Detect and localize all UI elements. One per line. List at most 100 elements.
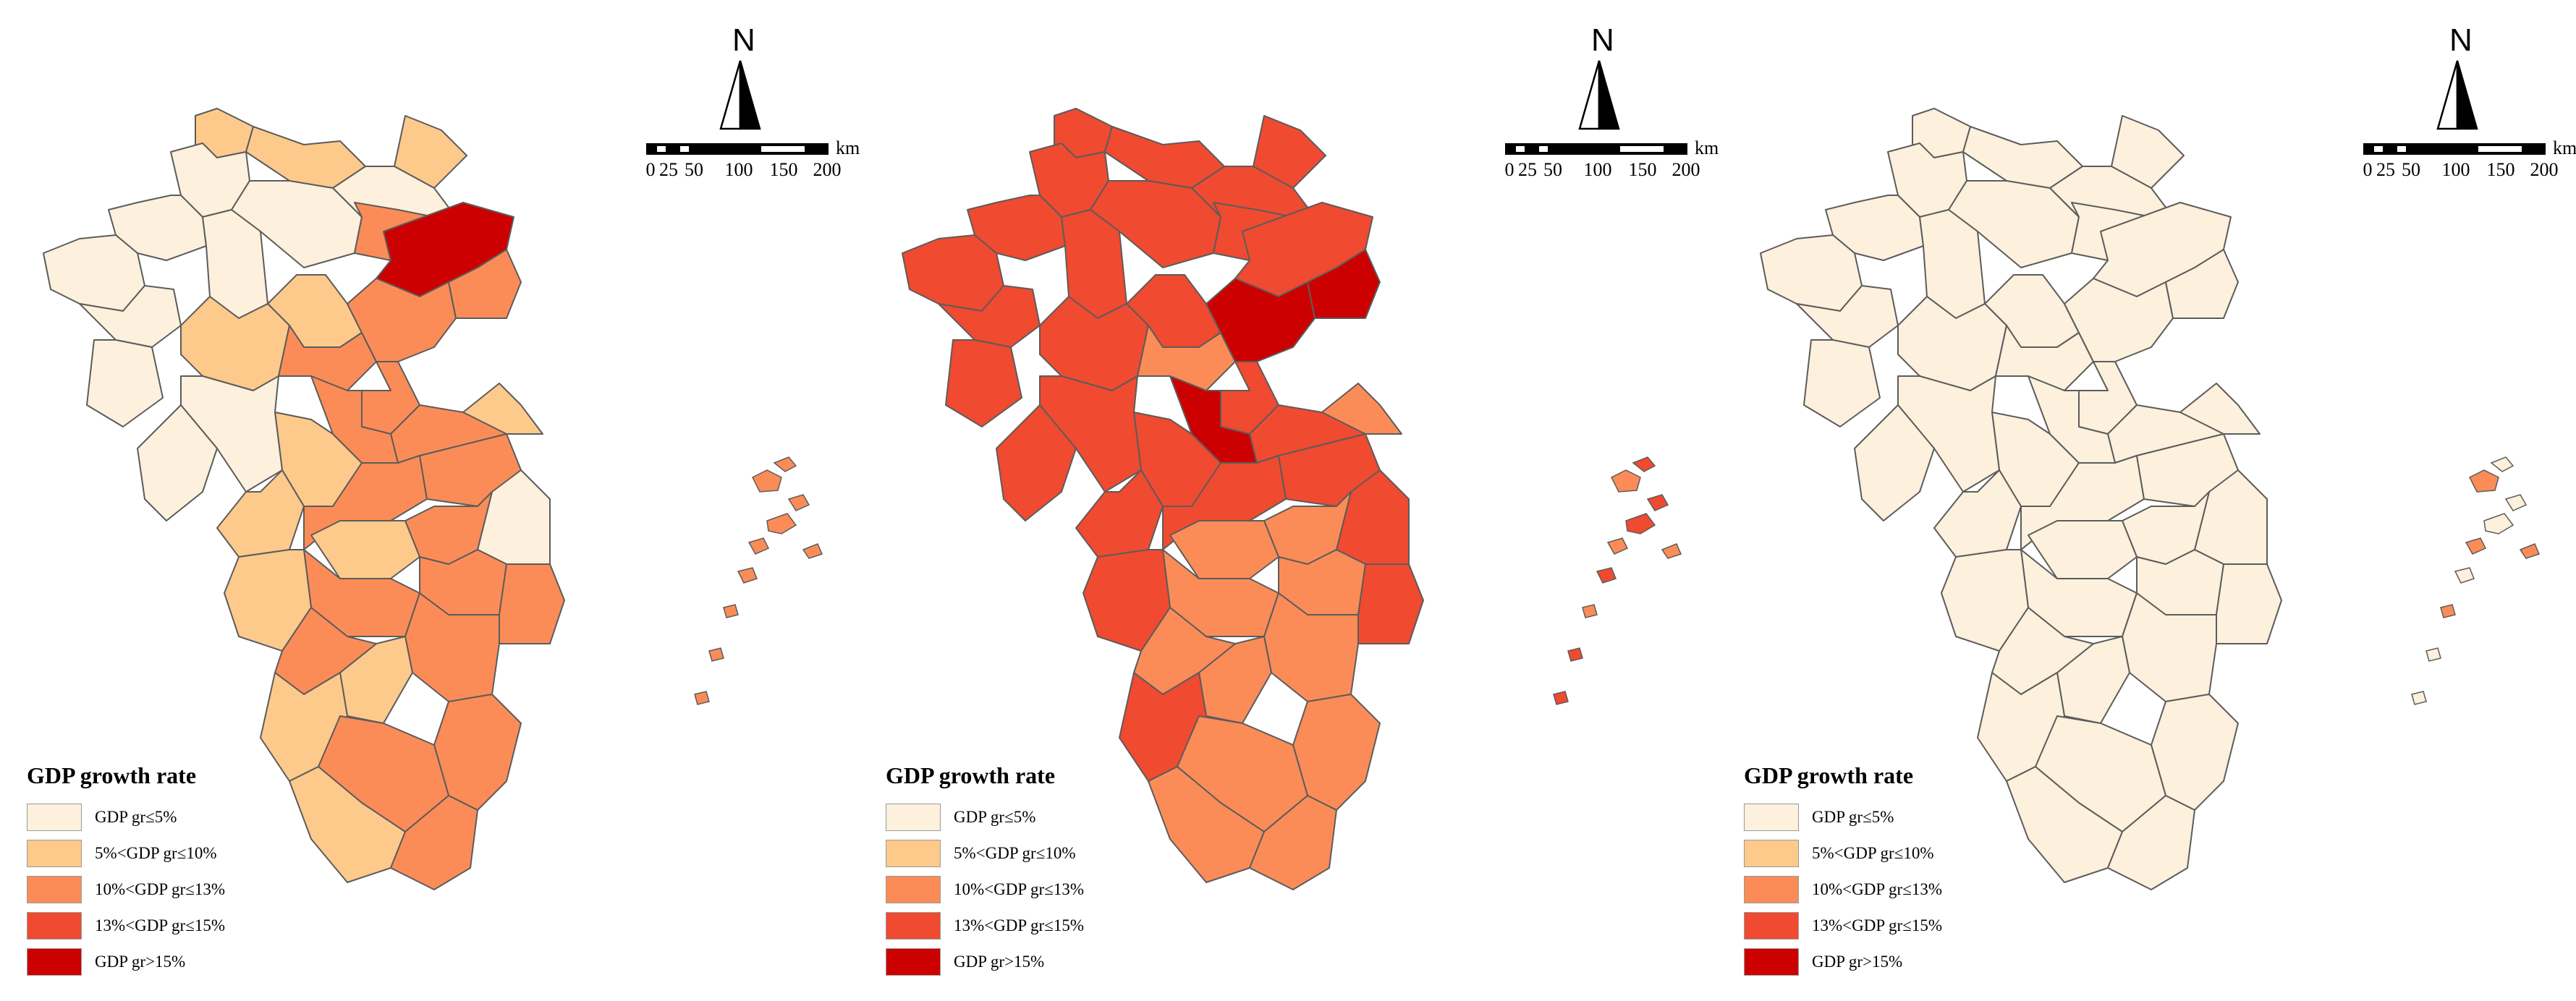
legend-item: 10%<GDP gr≤13%	[27, 875, 225, 904]
scale-unit: km	[1695, 137, 1719, 158]
map-island	[1632, 456, 1656, 472]
legend-swatch	[27, 912, 82, 940]
map-region	[390, 795, 478, 890]
map-region	[2006, 766, 2123, 883]
legend-item: 13%<GDP gr≤15%	[886, 911, 1084, 940]
legend-label: 13%<GDP gr≤15%	[95, 916, 225, 934]
legend-swatch	[1744, 840, 1799, 867]
legend-item: GDP gr≤5%	[886, 803, 1035, 832]
map-region	[1206, 278, 1315, 362]
map-region	[1803, 339, 1881, 427]
legend-label: GDP gr>15%	[954, 953, 1045, 971]
map-region	[1357, 563, 1424, 644]
legend-swatch	[27, 876, 82, 903]
map-region	[448, 249, 522, 319]
legend-title: GDP growth rate	[27, 762, 197, 788]
map-region	[1307, 249, 1381, 319]
map-island	[2440, 604, 2456, 618]
north-arrow-icon	[719, 60, 761, 130]
map-3-panel: N km 0 25 50 100 150 200 GDP growth rate…	[1717, 0, 2576, 1001]
legend-label: 10%<GDP gr≤13%	[1812, 880, 1942, 898]
legend-swatch	[27, 948, 82, 976]
scale-tick: 150	[1628, 159, 1657, 180]
map-island	[1582, 604, 1598, 618]
legend-swatch	[886, 840, 941, 867]
map-island	[751, 469, 782, 493]
legend-swatch	[886, 804, 941, 831]
map-island	[2519, 543, 2541, 559]
legend-label: 13%<GDP gr≤15%	[1812, 916, 1942, 934]
legend-item: 5%<GDP gr≤10%	[1744, 839, 1933, 868]
map-region	[2107, 795, 2195, 890]
scale-bar	[2363, 143, 2546, 155]
map-region	[289, 766, 406, 883]
scale-unit: km	[836, 137, 860, 158]
legend-label: GDP gr≤5%	[95, 808, 177, 826]
legend-label: 5%<GDP gr≤10%	[1812, 844, 1934, 862]
scale-tick: 150	[2486, 159, 2515, 180]
scale-tick: 200	[2530, 159, 2559, 180]
map-region	[347, 278, 457, 362]
map-region	[394, 115, 467, 189]
scale-tick: 25	[2376, 159, 2395, 180]
legend-swatch	[886, 948, 941, 976]
map-1-panel: N km 0 25 50 100 150 200 GDP growth rate…	[0, 0, 860, 1001]
map-region	[310, 375, 399, 464]
map-region	[2216, 563, 2282, 644]
map-island	[787, 494, 810, 511]
legend-label: 10%<GDP gr≤13%	[954, 880, 1084, 898]
map-region	[902, 234, 1004, 312]
map-1	[43, 108, 823, 890]
map-region	[1760, 234, 1863, 312]
map-region	[945, 339, 1022, 427]
map-region	[1321, 383, 1402, 435]
map-island	[2468, 469, 2499, 493]
legend-item: GDP gr>15%	[27, 947, 185, 976]
map-island	[773, 456, 797, 472]
scale-tick: 50	[685, 159, 703, 180]
map-region	[2028, 375, 2116, 464]
map-island	[708, 647, 724, 662]
map-region	[1253, 115, 1326, 189]
map-region	[1249, 795, 1337, 890]
map-island	[2504, 494, 2528, 511]
scale-tick: 25	[659, 159, 678, 180]
legend-swatch	[1744, 876, 1799, 903]
scale-unit: km	[2553, 137, 2576, 158]
legend-item: 13%<GDP gr≤15%	[1744, 911, 1942, 940]
legend-swatch	[1744, 948, 1799, 976]
legend-label: 5%<GDP gr≤10%	[95, 844, 217, 862]
map-island	[2465, 537, 2487, 555]
map-island	[2411, 691, 2427, 705]
legend-label: GDP gr>15%	[95, 953, 186, 971]
scale-tick: 150	[769, 159, 798, 180]
map-island	[1661, 543, 1682, 559]
scale-tick: 100	[1583, 159, 1612, 180]
legend-item: GDP gr>15%	[886, 947, 1044, 976]
map-region	[2111, 115, 2185, 189]
map-2-panel: N km 0 25 50 100 150 200 GDP growth rate…	[859, 0, 1719, 1001]
map-region	[462, 383, 543, 435]
scale-tick: 200	[1672, 159, 1700, 180]
north-label: N	[2449, 22, 2473, 58]
map-island	[1567, 647, 1583, 662]
map-region	[1148, 766, 1265, 883]
map-island	[723, 604, 739, 618]
map-island	[2454, 567, 2475, 584]
scale-tick: 0	[645, 159, 656, 180]
legend-item: 10%<GDP gr≤13%	[886, 875, 1084, 904]
scale-bar	[1505, 143, 1687, 155]
legend-label: 10%<GDP gr≤13%	[95, 880, 225, 898]
legend-label: GDP gr>15%	[1812, 953, 1903, 971]
map-region	[2064, 278, 2174, 362]
map-island	[1646, 494, 1669, 511]
map-island	[1596, 567, 1617, 584]
map-region	[996, 404, 1077, 521]
legend-swatch	[1744, 912, 1799, 940]
legend-title: GDP growth rate	[1744, 762, 1914, 788]
legend-swatch	[886, 912, 941, 940]
map-region	[1854, 404, 1935, 521]
map-region	[86, 339, 164, 427]
north-label: N	[1591, 22, 1614, 58]
map-region	[2165, 249, 2239, 319]
